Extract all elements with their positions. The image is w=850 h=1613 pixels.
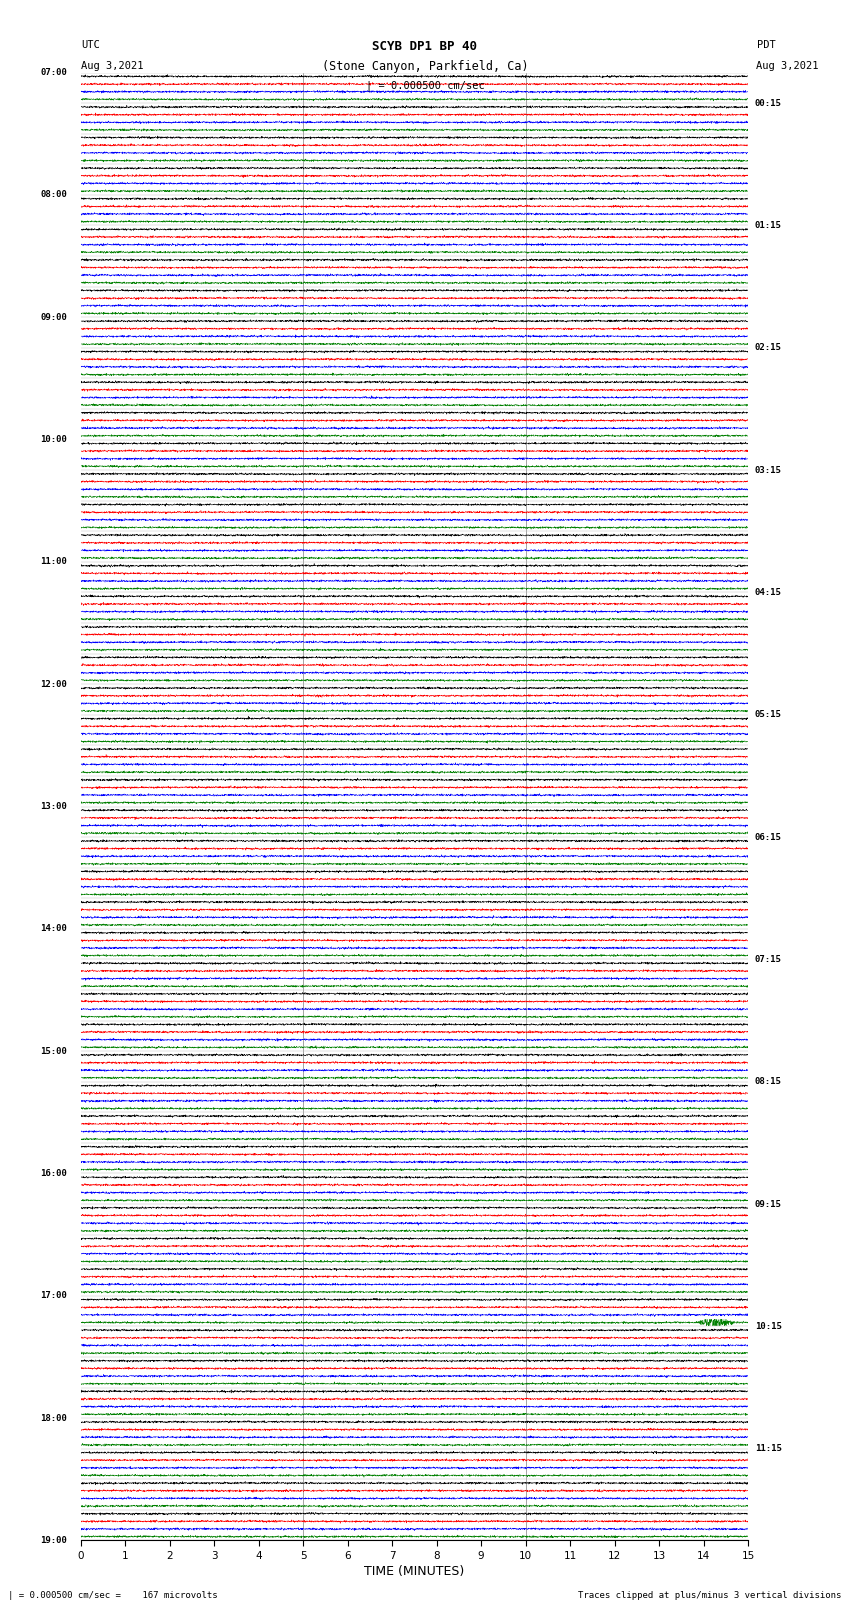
Text: 07:00: 07:00 [41,68,67,77]
Text: 07:15: 07:15 [755,955,781,965]
Text: 13:00: 13:00 [41,802,67,811]
Text: 02:15: 02:15 [755,344,781,352]
Text: PDT: PDT [756,40,775,50]
Text: | = 0.000500 cm/sec: | = 0.000500 cm/sec [366,81,484,92]
Text: 03:15: 03:15 [755,466,781,474]
Text: (Stone Canyon, Parkfield, Ca): (Stone Canyon, Parkfield, Ca) [321,60,529,73]
Text: UTC: UTC [81,40,99,50]
Text: 11:15: 11:15 [755,1444,781,1453]
Text: Traces clipped at plus/minus 3 vertical divisions: Traces clipped at plus/minus 3 vertical … [578,1590,842,1600]
Text: 05:15: 05:15 [755,710,781,719]
Text: 01:15: 01:15 [755,221,781,231]
Text: 10:15: 10:15 [755,1323,781,1331]
Text: | = 0.000500 cm/sec =    167 microvolts: | = 0.000500 cm/sec = 167 microvolts [8,1590,218,1600]
Text: 11:00: 11:00 [41,558,67,566]
Text: 10:00: 10:00 [41,436,67,444]
Text: 14:00: 14:00 [41,924,67,934]
Text: Aug 3,2021: Aug 3,2021 [756,61,819,71]
Text: 16:00: 16:00 [41,1169,67,1177]
Text: 09:00: 09:00 [41,313,67,321]
X-axis label: TIME (MINUTES): TIME (MINUTES) [365,1565,464,1578]
Text: 08:00: 08:00 [41,190,67,200]
Text: 06:15: 06:15 [755,832,781,842]
Text: 12:00: 12:00 [41,679,67,689]
Text: 15:00: 15:00 [41,1047,67,1055]
Text: 00:15: 00:15 [755,98,781,108]
Text: SCYB DP1 BP 40: SCYB DP1 BP 40 [372,40,478,53]
Text: 09:15: 09:15 [755,1200,781,1208]
Text: 18:00: 18:00 [41,1413,67,1423]
Text: 04:15: 04:15 [755,589,781,597]
Text: Aug 3,2021: Aug 3,2021 [81,61,144,71]
Text: 19:00: 19:00 [41,1536,67,1545]
Text: 08:15: 08:15 [755,1077,781,1086]
Text: 17:00: 17:00 [41,1292,67,1300]
